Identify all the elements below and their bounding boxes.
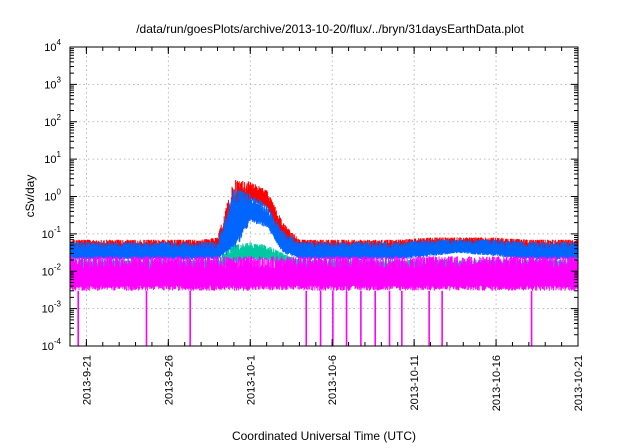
- y-tick-exponent: -2: [54, 262, 62, 271]
- x-tick-label: 2013-10-1: [245, 355, 257, 405]
- y-tick-label: 102: [44, 113, 61, 129]
- y-tick-label: 10-4: [42, 337, 62, 353]
- y-tick-exponent: -1: [54, 225, 62, 234]
- y-tick-exponent: 3: [57, 75, 62, 84]
- y-tick-base: 10: [42, 229, 54, 241]
- y-tick-label: 10-2: [42, 262, 62, 278]
- y-tick-exponent: -4: [54, 337, 62, 346]
- y-tick-exponent: 2: [57, 113, 62, 122]
- y-tick-exponent: 1: [57, 150, 62, 159]
- y-tick-label: 10-1: [42, 225, 62, 241]
- y-tick-base: 10: [44, 117, 56, 129]
- y-tick-exponent: 4: [57, 38, 62, 47]
- y-tick-label: 101: [44, 150, 61, 166]
- y-tick-label: 100: [44, 188, 61, 204]
- y-axis-label: cSv/day: [23, 175, 37, 218]
- x-tick-label: 2013-9-21: [81, 355, 93, 405]
- chart-title: /data/run/goesPlots/archive/2013-10-20/f…: [136, 22, 524, 36]
- x-tick-labels: 2013-9-21 2013-9-26 2013-10-1 2013-10-6 2013…: [81, 355, 585, 411]
- x-tick-label: 2013-10-21: [573, 355, 585, 411]
- series-band: [69, 256, 579, 346]
- y-tick-label: 10-3: [42, 300, 62, 316]
- x-tick-label: 2013-10-11: [409, 355, 421, 410]
- x-tick-label: 2013-10-6: [327, 355, 339, 405]
- y-tick-base: 10: [44, 42, 56, 54]
- x-tick-label: 2013-9-26: [163, 355, 175, 405]
- y-tick-base: 10: [42, 266, 54, 278]
- y-tick-base: 10: [44, 192, 56, 204]
- y-tick-exponent: 0: [57, 188, 62, 197]
- y-tick-base: 10: [42, 341, 54, 353]
- y-tick-exponent: -3: [54, 300, 62, 309]
- y-tick-base: 10: [44, 154, 56, 166]
- x-tick-label: 2013-10-16: [491, 355, 503, 411]
- y-tick-label: 104: [44, 38, 61, 54]
- y-tick-label: 103: [44, 75, 61, 91]
- x-axis-label: Coordinated Universal Time (UTC): [232, 429, 416, 443]
- axis-ticks: [69, 46, 579, 347]
- y-tick-base: 10: [44, 79, 56, 91]
- y-tick-base: 10: [42, 304, 54, 316]
